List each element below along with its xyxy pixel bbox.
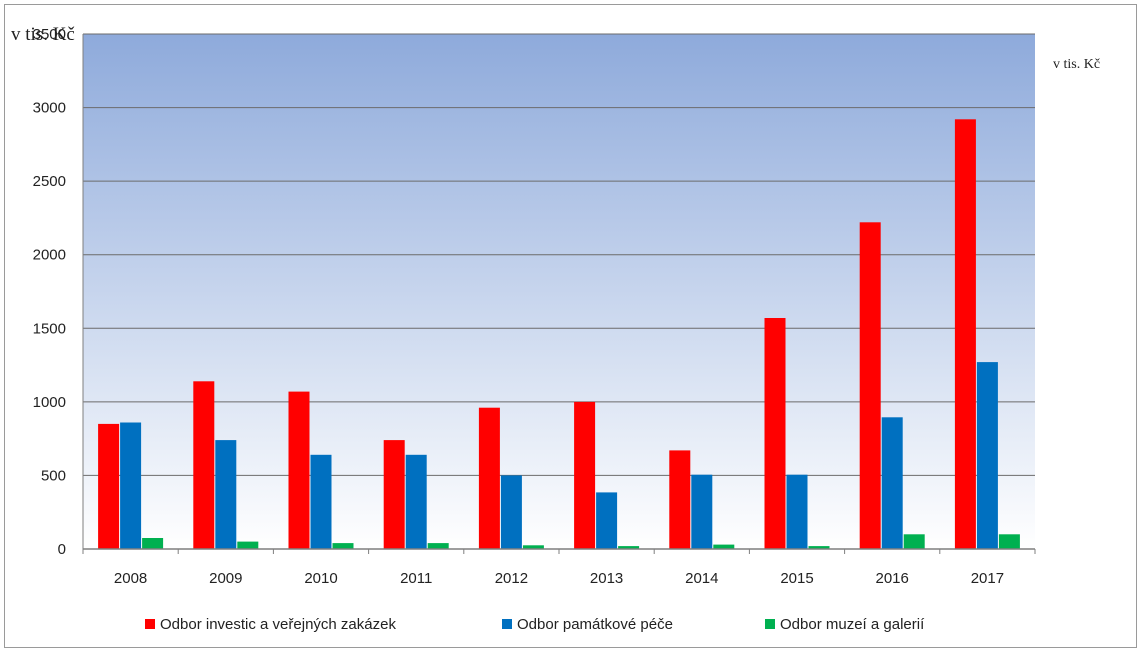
legend-label: Odbor muzeí a galerií	[780, 616, 925, 633]
unit-label-right: v tis. Kč	[1053, 57, 1100, 72]
bar	[976, 362, 998, 549]
bar	[669, 450, 691, 549]
y-tick-label: 500	[41, 467, 66, 484]
y-tick-label: 2500	[33, 173, 66, 190]
x-tick-label: 2012	[495, 570, 528, 587]
y-tick-label: 0	[58, 541, 66, 558]
y-tick-label: 1000	[33, 394, 66, 411]
bar	[310, 454, 332, 549]
bar	[764, 318, 786, 549]
x-tick-label: 2011	[400, 570, 432, 587]
bar	[98, 423, 120, 549]
bar	[574, 401, 596, 549]
bar	[288, 391, 310, 549]
y-tick-label: 3000	[33, 100, 66, 117]
bar	[808, 546, 830, 549]
bar	[998, 534, 1020, 549]
bar	[786, 474, 808, 549]
x-tick-label: 2014	[685, 570, 718, 587]
bar	[478, 407, 500, 549]
x-tick-label: 2017	[971, 570, 1004, 587]
bar	[522, 545, 544, 549]
legend-swatch	[145, 619, 155, 629]
bar	[859, 222, 881, 550]
legend-label: Odbor investic a veřejných zakázek	[160, 616, 396, 633]
legend-swatch	[502, 619, 512, 629]
y-tick-label: 2000	[33, 247, 66, 264]
bar	[120, 422, 142, 549]
x-tick-label: 2010	[304, 570, 337, 587]
bar	[881, 417, 903, 549]
bar	[405, 454, 427, 549]
bar	[193, 381, 215, 549]
bar	[903, 534, 925, 549]
bar	[383, 440, 405, 549]
bar	[500, 475, 522, 549]
bar	[237, 541, 259, 549]
legend-swatch	[765, 619, 775, 629]
x-tick-label: 2008	[114, 570, 147, 587]
bar	[332, 543, 354, 549]
bar	[427, 543, 449, 549]
y-tick-label: 3500	[33, 26, 66, 43]
x-tick-label: 2016	[876, 570, 909, 587]
bar	[142, 538, 164, 549]
unit-label-top-left: v tis. Kč	[11, 24, 75, 45]
bar	[215, 440, 237, 549]
bar	[713, 544, 735, 549]
x-tick-label: 2015	[780, 570, 813, 587]
bar	[618, 546, 640, 549]
y-tick-label: 1500	[33, 320, 66, 337]
bar	[954, 119, 976, 550]
bar	[596, 492, 618, 549]
legend-label: Odbor památkové péče	[517, 616, 673, 633]
x-tick-label: 2009	[209, 570, 242, 587]
bar	[691, 474, 713, 549]
x-tick-label: 2013	[590, 570, 623, 587]
